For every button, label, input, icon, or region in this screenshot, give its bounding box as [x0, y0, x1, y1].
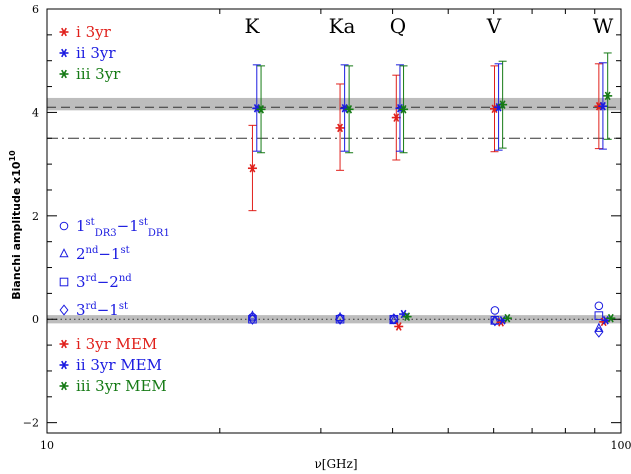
data-point-ii-3yr-4 — [598, 101, 608, 111]
data-point-iii-3yr-1 — [344, 105, 354, 114]
legend-label-mem-0: i 3yr MEM — [76, 335, 157, 353]
diff-point-triangle-4 — [594, 322, 604, 332]
diff-point-diamond-3 — [490, 315, 500, 327]
legend-mem-marker-0 — [59, 339, 69, 349]
data-point-iii-3yr-mem-1 — [502, 313, 512, 323]
legend-mem-marker-1 — [59, 360, 69, 370]
legend-label-diff-1: 2nd−1st — [76, 245, 130, 263]
legend-diff-symbol-triangle — [59, 248, 69, 258]
legend-mem-marker-2 — [59, 381, 69, 391]
diff-point-diamond-2 — [389, 313, 399, 325]
diff-point-diamond-1 — [335, 313, 345, 325]
data-point-i-3yr-1 — [335, 123, 345, 133]
diff-point-circle-4 — [594, 301, 604, 311]
data-point-i-3yr-0 — [247, 163, 257, 173]
y-tick-label: 2 — [32, 210, 39, 223]
band-label-Ka: Ka — [329, 14, 356, 38]
y-axis-label: Bianchi amplitude x1010 — [8, 150, 23, 300]
y-axis-label-text: Bianchi amplitude x10 — [10, 161, 23, 300]
data-point-iii-3yr-0 — [256, 105, 266, 114]
diff-point-diamond-4 — [594, 326, 604, 338]
legend-label-top-2: iii 3yr — [76, 65, 121, 83]
legend-label-diff-0: 1stDR3−1stDR1 — [76, 217, 170, 239]
diff-point-diamond-0 — [248, 313, 257, 325]
legend-label-mem-2: iii 3yr MEM — [76, 377, 167, 395]
diff-point-square-4 — [594, 311, 604, 320]
band-label-V: V — [486, 14, 502, 38]
data-point-iii-3yr-mem-2 — [606, 313, 616, 323]
legend-diff-symbol-diamond — [59, 304, 69, 316]
y-tick-label: 0 — [32, 313, 39, 326]
legend-label-top-0: i 3yr — [76, 23, 112, 41]
legend-marker-0 — [59, 27, 69, 37]
diff-point-circle-3 — [490, 306, 500, 315]
x-tick-label: 10 — [40, 439, 54, 452]
y-axis-label-exponent: 10 — [8, 150, 17, 162]
legend-diff-symbol-circle — [59, 221, 69, 231]
band-label-K: K — [245, 14, 261, 38]
legend-label-diff-3: 3rd−1st — [76, 301, 128, 319]
x-tick-label: 100 — [611, 439, 631, 452]
data-point-i-3yr-2 — [391, 113, 401, 122]
shaded-band-1 — [47, 315, 621, 324]
legend-label-top-1: ii 3yr — [76, 44, 116, 62]
y-tick-label: 4 — [32, 106, 39, 119]
plot-frame — [46, 8, 622, 434]
data-point-iii-3yr-4 — [603, 91, 613, 101]
y-tick-label: −2 — [23, 417, 39, 430]
legend-marker-2 — [59, 69, 69, 79]
x-axis-label: ν[GHz] — [314, 457, 357, 471]
data-point-iii-3yr-2 — [399, 105, 409, 114]
data-point-i-3yr-mem-0 — [394, 322, 404, 331]
band-label-W: W — [593, 14, 614, 38]
legend-label-mem-1: ii 3yr MEM — [76, 356, 162, 374]
data-point-iii-3yr-3 — [498, 100, 508, 109]
legend-diff-symbol-square — [59, 277, 69, 287]
band-label-Q: Q — [390, 14, 406, 38]
legend-label-diff-2: 3rd−2nd — [76, 273, 132, 291]
y-tick-label: 6 — [32, 3, 39, 16]
legend-marker-1 — [59, 48, 69, 58]
shaded-band-0 — [47, 97, 621, 111]
data-point-iii-3yr-mem-0 — [402, 312, 412, 321]
